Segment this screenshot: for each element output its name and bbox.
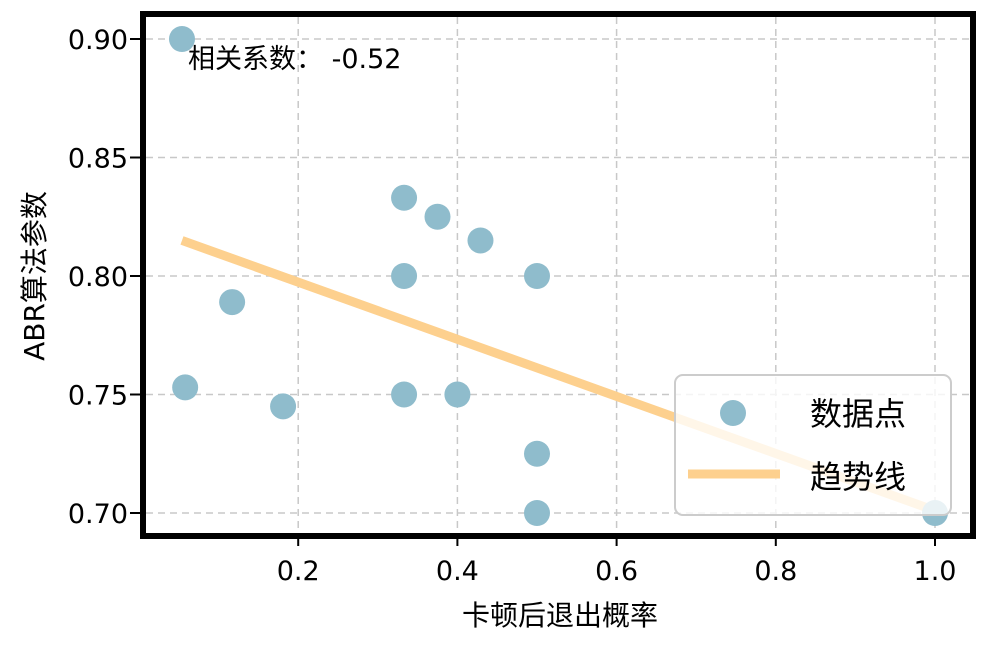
y-tick-label: 0.85 bbox=[68, 144, 128, 175]
y-axis-label: ABR算法参数 bbox=[18, 191, 51, 361]
data-point bbox=[524, 440, 550, 467]
x-axis-label: 卡顿后退出概率 bbox=[462, 599, 658, 632]
data-point bbox=[424, 203, 451, 230]
y-axis-ticks: 0.70 0.75 0.80 0.85 0.90 bbox=[68, 25, 140, 530]
x-tick-label: 0.2 bbox=[277, 556, 320, 587]
data-point bbox=[467, 227, 494, 254]
data-point bbox=[524, 500, 550, 526]
data-point bbox=[391, 184, 418, 211]
legend-point-icon bbox=[720, 400, 746, 426]
data-point bbox=[391, 381, 418, 408]
x-tick-label: 0.4 bbox=[436, 556, 479, 587]
x-tick-label: 1.0 bbox=[914, 556, 957, 587]
legend: 数据点 趋势线 bbox=[674, 374, 952, 516]
y-tick-label: 0.70 bbox=[68, 499, 128, 530]
data-point bbox=[172, 374, 199, 401]
x-axis-ticks: 0.2 0.4 0.6 0.8 1.0 bbox=[277, 536, 957, 587]
legend-label-trend: 趋势线 bbox=[810, 458, 906, 496]
data-point bbox=[391, 263, 418, 289]
x-tick-label: 0.8 bbox=[754, 556, 797, 587]
correlation-annotation: 相关系数： -0.52 bbox=[188, 44, 401, 75]
y-tick-label: 0.75 bbox=[68, 381, 128, 412]
data-points bbox=[168, 26, 948, 526]
plot-frame bbox=[140, 11, 976, 539]
y-tick-label: 0.90 bbox=[68, 25, 128, 56]
data-point bbox=[524, 263, 550, 289]
x-tick-label: 0.6 bbox=[595, 556, 638, 587]
data-point bbox=[444, 381, 471, 408]
data-point bbox=[270, 393, 297, 420]
data-point bbox=[219, 289, 246, 316]
data-point bbox=[168, 26, 195, 52]
legend-label-points: 数据点 bbox=[810, 395, 906, 433]
y-tick-label: 0.80 bbox=[68, 262, 128, 293]
